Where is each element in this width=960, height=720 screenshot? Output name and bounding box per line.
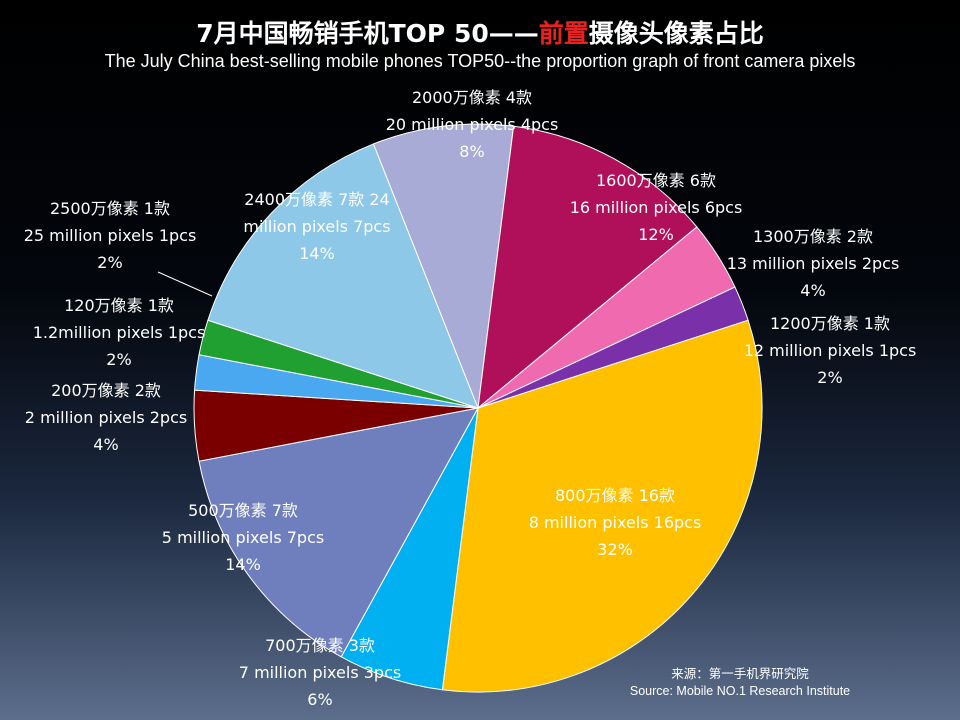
slice-label-en: 2 million pixels 2pcs — [24, 408, 188, 427]
slice-label-en: million pixels 7pcs — [243, 217, 391, 236]
slice-label-cn: 2000万像素 4款 — [412, 88, 532, 107]
chart-title: 7月中国畅销手机TOP 50——前置摄像头像素占比 — [0, 14, 960, 50]
slice-label-pct: 32% — [597, 540, 633, 559]
slice-label-1600: 1600万像素 6款 16 million pixels 6pcs 12% — [556, 167, 756, 248]
slice-label-en: 25 million pixels 1pcs — [23, 226, 197, 245]
slice-label-2500: 2500万像素 1款 25 million pixels 1pcs 2% — [12, 195, 208, 276]
leader-line-2500 — [157, 271, 213, 297]
slice-label-pct: 14% — [225, 555, 261, 574]
slice-label-pct: 6% — [307, 690, 333, 709]
slice-label-cn: 200万像素 2款 — [51, 381, 161, 400]
slice-label-en: 8 million pixels 16pcs — [528, 513, 702, 532]
slice-label-en: 16 million pixels 6pcs — [569, 198, 743, 217]
slice-label-cn: 1300万像素 2款 — [753, 227, 873, 246]
slice-label-en: 20 million pixels 4pcs — [385, 115, 559, 134]
pie-slice-800 — [441, 319, 763, 693]
slice-label-1300: 1300万像素 2款 13 million pixels 2pcs 4% — [715, 223, 911, 304]
slice-label-cn: 1200万像素 1款 — [770, 314, 890, 333]
slice-label-cn: 500万像素 7款 — [188, 501, 298, 520]
source-cn: 来源：第一手机界研究院 — [671, 667, 809, 681]
slice-label-pct: 12% — [638, 225, 674, 244]
slice-label-en: 13 million pixels 2pcs — [726, 254, 900, 273]
pie-slice-2400 — [207, 143, 479, 409]
source-en: Source: Mobile NO.1 Research Institute — [629, 684, 851, 698]
slice-label-pct: 14% — [299, 244, 335, 263]
slice-label-pct: 8% — [459, 142, 485, 161]
slice-label-120: 120万像素 1款 1.2million pixels 1pcs 2% — [18, 292, 220, 373]
slice-label-500: 500万像素 7款 5 million pixels 7pcs 14% — [148, 497, 338, 578]
slice-label-en: 5 million pixels 7pcs — [161, 528, 325, 547]
chart-title-highlight: 前置 — [538, 19, 589, 48]
slice-label-pct: 2% — [97, 253, 123, 272]
pie-slice-1600 — [477, 125, 698, 410]
slice-label-pct: 2% — [817, 368, 843, 387]
slice-label-200: 200万像素 2款 2 million pixels 2pcs 4% — [10, 377, 202, 458]
pie-slice-500 — [198, 407, 479, 658]
slice-label-en: 7 million pixels 3pcs — [238, 663, 402, 682]
slice-label-cn: 2400万像素 7款 24 — [244, 190, 390, 209]
pie-slice-2000 — [372, 123, 515, 409]
slice-label-700: 700万像素 3款 7 million pixels 3pcs 6% — [225, 632, 415, 713]
slice-label-pct: 2% — [106, 350, 132, 369]
slice-label-cn: 800万像素 16款 — [555, 486, 675, 505]
slice-label-cn: 700万像素 3款 — [265, 636, 375, 655]
slice-label-800: 800万像素 16款 8 million pixels 16pcs 32% — [510, 482, 720, 563]
slice-label-pct: 4% — [800, 281, 826, 300]
slice-label-cn: 120万像素 1款 — [64, 296, 174, 315]
pie-slice-1200 — [477, 286, 749, 409]
slice-label-en: 1.2million pixels 1pcs — [32, 323, 206, 342]
slice-label-cn: 2500万像素 1款 — [50, 199, 170, 218]
slice-label-2400: 2400万像素 7款 24 million pixels 7pcs 14% — [222, 186, 412, 267]
slice-label-pct: 4% — [93, 435, 119, 454]
chart-title-part2: 摄像头像素占比 — [588, 19, 764, 48]
slice-label-en: 12 million pixels 1pcs — [743, 341, 917, 360]
slice-label-2000: 2000万像素 4款 20 million pixels 4pcs 8% — [372, 84, 572, 165]
slice-label-1200: 1200万像素 1款 12 million pixels 1pcs 2% — [732, 310, 928, 391]
slice-label-cn: 1600万像素 6款 — [596, 171, 716, 190]
chart-title-part1: 7月中国畅销手机TOP 50—— — [196, 19, 539, 48]
chart-subtitle: The July China best-selling mobile phone… — [104, 51, 856, 71]
source-note: 来源：第一手机界研究院 Source: Mobile NO.1 Research… — [600, 666, 880, 700]
pie-slices — [193, 123, 763, 693]
